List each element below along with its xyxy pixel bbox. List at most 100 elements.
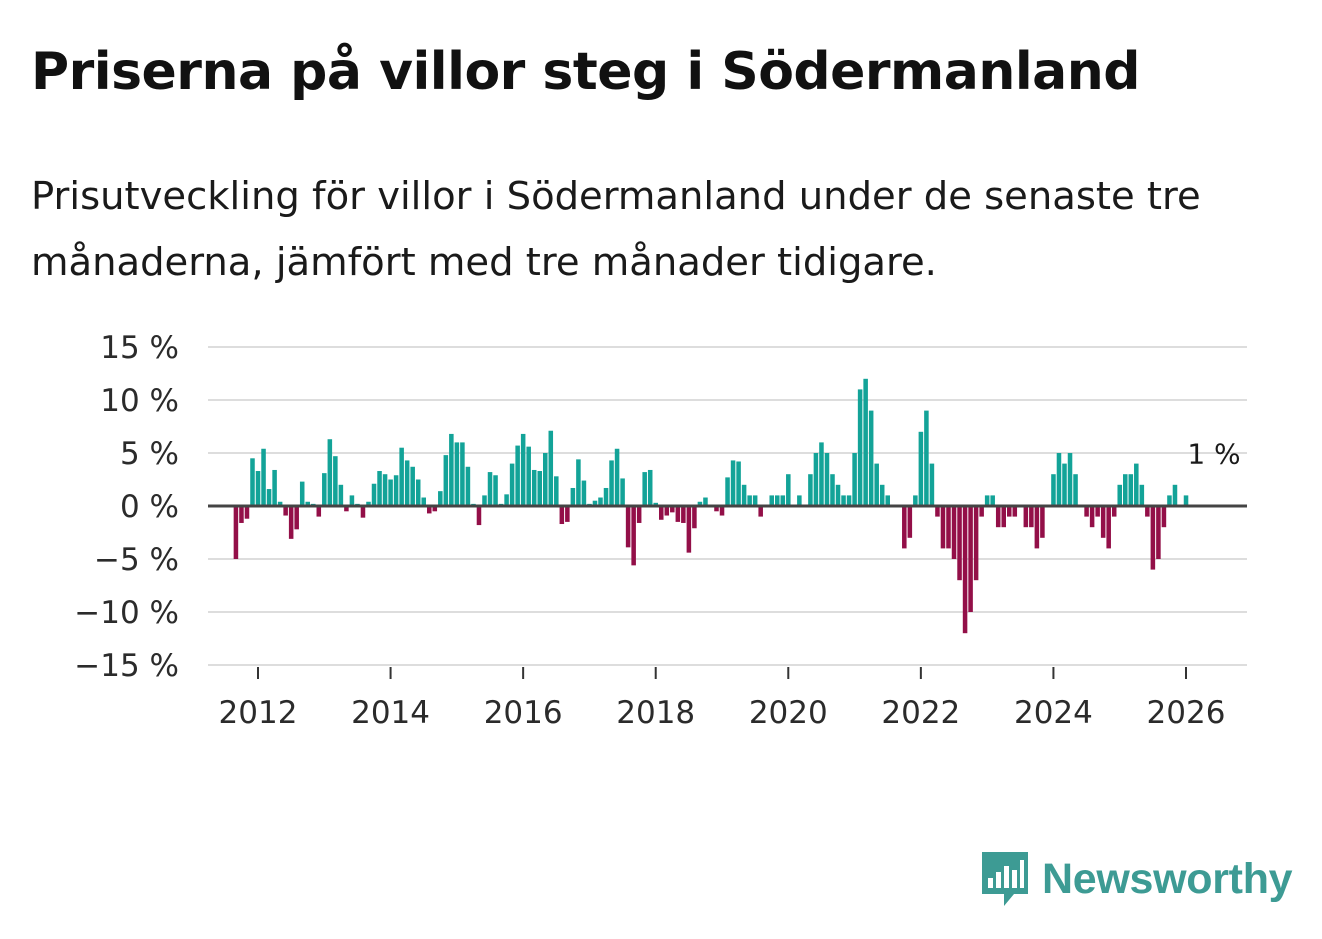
bar: [653, 502, 658, 506]
bar: [1084, 506, 1089, 517]
bar: [1117, 484, 1122, 506]
bar: [399, 447, 404, 506]
bar: [979, 506, 984, 517]
bar: [725, 477, 730, 506]
bar: [714, 506, 719, 512]
bar: [830, 474, 835, 506]
bar: [659, 506, 664, 520]
y-tick-label: 0 %: [120, 489, 179, 525]
bar: [808, 474, 813, 506]
bar: [382, 474, 388, 506]
x-tick-label: 2012: [219, 695, 298, 731]
bar: [504, 494, 509, 506]
bar: [299, 481, 305, 506]
bar: [460, 442, 465, 506]
y-axis-labels: 15 % 10 % 5 % 0 % −5 % −10 % −15 %: [74, 330, 179, 684]
bar: [410, 466, 415, 506]
bar: [305, 501, 310, 506]
bar: [686, 506, 692, 553]
bar: [642, 472, 647, 506]
bar: [272, 469, 277, 506]
gridlines: [208, 346, 1247, 666]
bar: [1100, 506, 1106, 538]
x-tick-label: 2024: [1014, 695, 1093, 731]
bar: [537, 471, 542, 506]
bar: [907, 506, 913, 538]
bar: [824, 453, 830, 506]
bar: [769, 495, 774, 506]
bar: [427, 506, 432, 514]
bar: [1134, 463, 1139, 506]
bar: [360, 506, 366, 518]
bar: [454, 442, 460, 506]
y-tick-label: 5 %: [120, 436, 179, 472]
bar: [366, 501, 371, 506]
chart-subtitle: Prisutveckling för villor i Södermanland…: [31, 174, 1201, 285]
bar: [609, 460, 614, 506]
bar: [935, 506, 940, 517]
bar: [730, 460, 736, 506]
bar: [576, 459, 581, 506]
bar: [736, 461, 741, 506]
bar: [487, 472, 493, 506]
bar: [913, 495, 918, 506]
bar: [1106, 506, 1111, 549]
bar: [1067, 453, 1073, 506]
bar: [813, 453, 819, 506]
bar: [1034, 506, 1040, 549]
bar: [520, 433, 526, 506]
bar: [636, 506, 642, 523]
bar: [581, 480, 587, 506]
y-tick-label: −5 %: [94, 542, 179, 578]
bar: [885, 495, 890, 506]
bars: [233, 378, 1189, 634]
bar: [797, 495, 802, 506]
bar: [1156, 506, 1161, 559]
bar: [239, 506, 244, 523]
bar: [371, 483, 377, 506]
y-tick-label: 15 %: [100, 330, 179, 366]
bar: [1145, 506, 1150, 517]
bar: [775, 495, 780, 506]
bar: [946, 506, 951, 549]
x-tick-label: 2022: [881, 695, 960, 731]
bar: [388, 479, 393, 506]
bar: [1123, 474, 1128, 506]
bar: [1111, 506, 1117, 517]
bar: [1150, 506, 1156, 570]
bar: [283, 506, 288, 516]
bar: [261, 448, 266, 506]
bar: [951, 506, 957, 559]
bar: [664, 506, 670, 516]
bar: [780, 495, 786, 506]
bar: [835, 484, 841, 506]
bar: [1062, 463, 1067, 506]
bar: [482, 495, 487, 506]
bar: [819, 442, 824, 506]
bar: [432, 506, 438, 512]
bar: [625, 506, 631, 548]
x-tick-label: 2018: [616, 695, 695, 731]
bar: [570, 487, 576, 506]
bar: [1029, 506, 1034, 528]
bar: [874, 463, 879, 506]
bar: [526, 446, 531, 506]
bar: [1001, 506, 1006, 528]
bar: [1172, 484, 1178, 506]
bar: [338, 484, 344, 506]
bar: [752, 495, 758, 506]
bar: [1073, 474, 1078, 506]
bar: [675, 506, 681, 522]
bar: [747, 495, 752, 506]
bar: [277, 501, 283, 506]
bar: [1040, 506, 1045, 538]
bar: [316, 506, 322, 517]
bar: [1167, 495, 1172, 506]
bar: [647, 469, 653, 506]
bar: [681, 506, 686, 523]
bar: [846, 495, 852, 506]
bar: [670, 506, 675, 513]
bar: [548, 430, 554, 506]
bar: [614, 448, 620, 506]
bar: [1183, 495, 1189, 506]
